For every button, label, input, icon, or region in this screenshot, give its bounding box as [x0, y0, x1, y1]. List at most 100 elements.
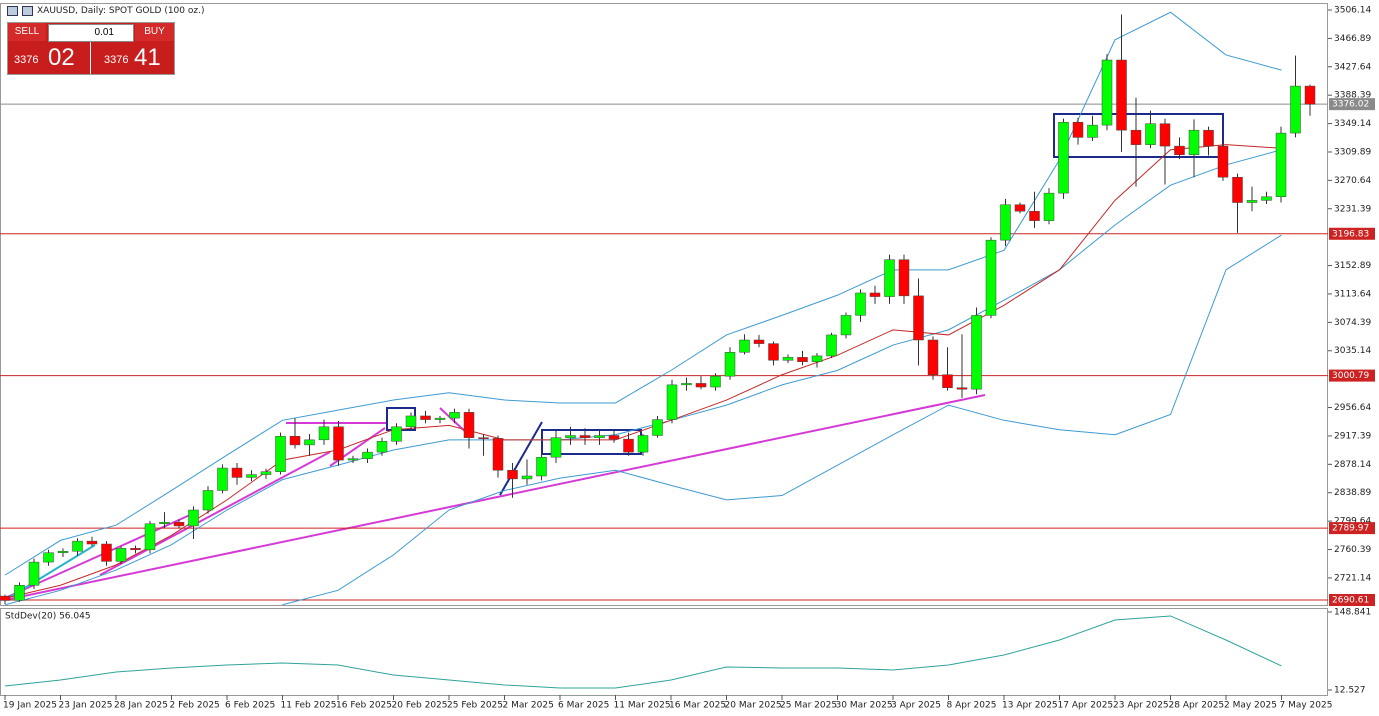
- trend-line: [499, 421, 543, 496]
- level-label-box: [1329, 594, 1375, 607]
- candle-body: [463, 412, 475, 438]
- indicator-pane: [0, 608, 1328, 696]
- candle-body: [1043, 192, 1055, 221]
- candle-body: [637, 435, 649, 453]
- candle-body: [1188, 129, 1200, 156]
- x-tick-label: 11 Mar 2025: [614, 701, 671, 711]
- trade-panel: SELL 0.01 BUY 3376 02 3376 41: [7, 22, 175, 75]
- candle-body: [449, 412, 460, 419]
- y-tick-label: 3309.89: [1334, 147, 1371, 157]
- y-tick-label: 3388.39: [1334, 91, 1371, 101]
- candle-body: [550, 437, 562, 458]
- candle-body: [101, 543, 112, 562]
- indicator-line: [4, 144, 1282, 599]
- candle-body: [246, 474, 257, 478]
- candle-body: [811, 355, 823, 362]
- sell-button[interactable]: SELL: [8, 23, 46, 41]
- candle-body: [1174, 145, 1185, 156]
- trend-line: [4, 514, 191, 599]
- candle-body: [1159, 123, 1171, 147]
- y-tick-label: 2721.14: [1334, 573, 1371, 583]
- candle-body: [797, 357, 808, 362]
- candle-body: [913, 295, 924, 341]
- symbol-title: XAUUSD, Daily: SPOT GOLD (100 oz.): [37, 6, 205, 16]
- candle-body: [681, 383, 692, 386]
- y-tick-label: 3035.14: [1334, 346, 1371, 356]
- candle-body: [1087, 124, 1098, 138]
- candle-body: [942, 374, 953, 388]
- x-tick-label: 28 Apr 2025: [1169, 701, 1225, 711]
- y-tick-label: 2760.39: [1334, 545, 1371, 555]
- candle-body: [1029, 210, 1040, 221]
- divider: [90, 42, 91, 74]
- level-label: 2690.61: [1332, 596, 1369, 606]
- candle-body: [1217, 145, 1229, 178]
- lot-control[interactable]: [48, 24, 134, 42]
- bid-prefix[interactable]: 3376: [14, 54, 39, 66]
- x-tick-label: 20 Feb 2025: [392, 701, 448, 711]
- y-tick-label: 3466.89: [1334, 34, 1371, 44]
- candle-body: [1203, 129, 1214, 147]
- x-tick-label: 23 Apr 2025: [1113, 701, 1169, 711]
- candle-body: [478, 437, 489, 439]
- candle-body: [28, 561, 40, 586]
- candle-body: [362, 451, 373, 459]
- bid-digits[interactable]: 02: [48, 44, 75, 71]
- lot-size[interactable]: 0.01: [94, 27, 114, 38]
- ask-digits[interactable]: 41: [134, 44, 161, 71]
- candle-body: [739, 339, 750, 353]
- candle-body: [188, 509, 199, 527]
- x-tick-label: 23 Jan 2025: [59, 701, 113, 711]
- candle-body: [14, 584, 25, 601]
- candle-body: [391, 426, 402, 442]
- y-tick-label: 3113.64: [1334, 289, 1371, 299]
- candle-body: [492, 438, 504, 471]
- x-tick-label: 2 Mar 2025: [503, 701, 554, 711]
- indicator-line: [4, 149, 1282, 606]
- candle-body: [753, 339, 765, 344]
- icon: [22, 6, 33, 16]
- y-tick-label: 3270.64: [1334, 176, 1371, 186]
- candle-body: [1000, 204, 1011, 241]
- ask-prefix[interactable]: 3376: [104, 54, 129, 66]
- candle-body: [565, 435, 576, 438]
- x-tick-label: 6 Feb 2025: [225, 701, 275, 711]
- candle-body: [840, 315, 852, 336]
- candle-body: [202, 490, 214, 511]
- level-label-box: [1329, 227, 1375, 240]
- candle-body: [1014, 204, 1026, 212]
- candle-body: [521, 475, 533, 480]
- candle-body: [1072, 121, 1084, 138]
- candle-body: [695, 383, 707, 388]
- candle-body: [652, 419, 663, 436]
- candle-body: [782, 357, 794, 361]
- x-tick-label: 7 May 2025: [1280, 701, 1333, 711]
- candle-body: [144, 523, 156, 551]
- candle-body: [1261, 196, 1272, 201]
- y-tick-label: 12.527: [1334, 686, 1366, 696]
- candle-body: [623, 438, 634, 453]
- level-label: 3196.83: [1332, 229, 1369, 239]
- candle-body: [724, 352, 736, 377]
- candle-body: [0, 595, 11, 601]
- candle-body: [217, 467, 228, 491]
- x-tick-label: 25 Feb 2025: [447, 701, 503, 711]
- level-label-box: [1329, 98, 1375, 111]
- candle-body: [347, 458, 359, 461]
- x-tick-label: 25 Mar 2025: [780, 701, 837, 711]
- candle-body: [956, 387, 968, 390]
- candle-body: [536, 456, 547, 477]
- level-label: 2789.97: [1332, 524, 1369, 534]
- y-tick-label: 2838.89: [1334, 488, 1371, 498]
- level-label-box: [1329, 369, 1375, 382]
- trend-line: [99, 451, 331, 576]
- candle-body: [884, 259, 895, 297]
- chart-header: XAUUSD, Daily: SPOT GOLD (100 oz.): [7, 6, 204, 16]
- y-tick-label: 3349.14: [1334, 119, 1371, 129]
- candle-body: [1246, 200, 1258, 203]
- buy-button[interactable]: BUY: [135, 23, 174, 41]
- x-tick-label: 16 Feb 2025: [336, 701, 392, 711]
- candle-body: [594, 435, 605, 438]
- candle-body: [1058, 121, 1069, 194]
- y-tick-label: 2917.39: [1334, 431, 1371, 441]
